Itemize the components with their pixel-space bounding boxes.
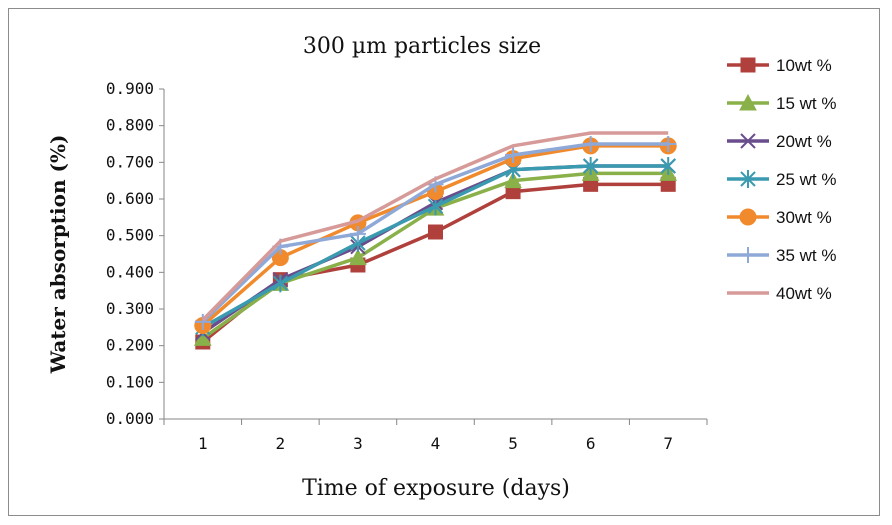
y-tick-label: 0.200	[106, 336, 154, 355]
chart-frame: 300 µm particles size 0.000 0.100 0.200 0.3…	[8, 8, 880, 516]
axes	[163, 89, 707, 420]
legend-entry: 10wt %	[727, 56, 832, 75]
y-tick-label: 0.300	[106, 299, 154, 318]
y-tick-label: 0.500	[106, 226, 154, 245]
legend-label: 30wt %	[776, 208, 832, 227]
y-ticks: 0.000 0.100 0.200 0.300 0.400 0.500 0.600 0.700…	[106, 79, 164, 428]
x-tick-label: 1	[198, 434, 208, 453]
series-layer	[193, 131, 678, 350]
data-point	[427, 197, 444, 216]
y-tick-label: 0.600	[106, 189, 154, 208]
y-tick-label: 0.800	[106, 116, 154, 135]
data-point	[739, 93, 757, 111]
data-point	[272, 274, 289, 293]
data-point	[349, 225, 366, 242]
data-point	[194, 313, 211, 330]
data-point	[740, 170, 756, 188]
data-point	[504, 171, 522, 189]
legend-label: 35 wt %	[776, 246, 836, 265]
legend-label: 10wt %	[776, 56, 832, 75]
data-point	[505, 147, 522, 163]
data-point	[660, 157, 676, 175]
x-tick-label: 4	[431, 434, 441, 453]
y-tick-label: 0.400	[106, 262, 154, 281]
x-tick-label: 3	[353, 434, 363, 453]
legend-label: 20wt %	[776, 132, 832, 151]
y-axis-label: Water absorption (%)	[46, 135, 70, 375]
y-tick-label: 0.100	[106, 372, 154, 391]
x-tick-label: 6	[586, 434, 596, 453]
data-point	[428, 224, 443, 240]
legend-label: 40wt %	[776, 284, 832, 303]
x-tick-label: 5	[508, 434, 518, 453]
legend-entry: 30wt %	[727, 208, 832, 227]
series-line	[201, 131, 669, 322]
data-point	[740, 133, 756, 149]
legend-entry: 35 wt %	[727, 246, 836, 265]
y-tick-label: 0.900	[106, 79, 154, 98]
y-tick-label: 0.700	[106, 152, 154, 171]
legend-entry: 20wt %	[727, 132, 832, 151]
x-axis-label: Time of exposure (days)	[302, 476, 570, 501]
x-tick-label: 7	[663, 434, 673, 453]
data-point	[660, 136, 677, 152]
data-point	[740, 57, 756, 73]
data-point	[740, 247, 756, 263]
data-point	[349, 248, 367, 266]
legend-label: 25 wt %	[776, 170, 836, 189]
y-tick-label: 0.000	[106, 409, 154, 428]
legend-label: 15 wt %	[776, 94, 836, 113]
line-chart: 300 µm particles size 0.000 0.100 0.200 0.3…	[46, 34, 836, 501]
series-7	[201, 131, 669, 322]
legend-entry: 40wt %	[727, 284, 832, 303]
legend-entry: 15 wt %	[727, 93, 836, 113]
x-tick-label: 2	[276, 434, 286, 453]
data-point	[739, 208, 757, 226]
x-ticks: 1 2 3 4 5 6 7	[163, 419, 708, 453]
legend: 10wt % 15 wt % 20wt % 25 wt % 30wt % 35 wt % 4…	[727, 56, 836, 303]
data-point	[582, 136, 599, 152]
legend-entry: 25 wt %	[727, 170, 836, 189]
chart-title: 300 µm particles size	[303, 34, 541, 59]
data-point	[582, 157, 599, 175]
